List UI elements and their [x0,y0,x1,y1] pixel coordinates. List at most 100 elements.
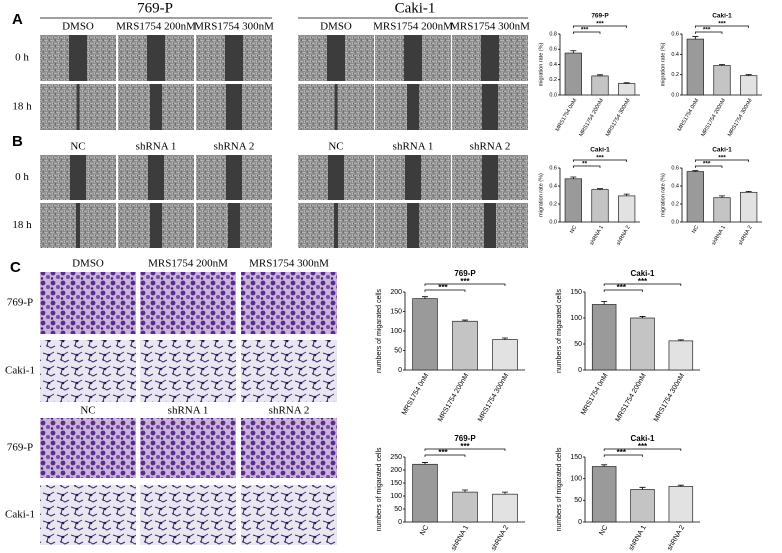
y-tick-label: 0.4 [549,183,557,189]
x-tick-label: shRNA 2 [738,225,754,247]
y-tick-label: 150 [390,480,402,487]
significance-bracket [603,283,682,286]
y-tick-label: 50 [394,506,402,513]
y-tick-label: 0.8 [549,31,557,37]
y-tick-label: 150 [390,308,402,315]
chart-title: Caki-1 [712,147,732,154]
bar [564,178,582,223]
x-tick-label: MRS1754 0nM [677,97,701,132]
wound-gap [407,203,419,248]
x-tick-label: shRNA 1 [711,225,727,247]
transwell-image [241,485,337,545]
y-tick-label: 0.6 [549,47,557,53]
wound-gap [228,203,240,248]
x-tick-label: MRS1754 300nM [653,372,686,423]
transwell-image [140,272,236,334]
wound-gap [70,155,86,200]
wound-gap [150,203,162,248]
y-tick-label: 0.0 [671,219,679,225]
bar [591,75,609,96]
transwell-image [40,418,136,478]
wound-gap [407,84,419,130]
y-axis-label: numbers of migarated cells [376,288,383,373]
error-bar [623,193,630,196]
y-tick-label: 100 [390,328,402,335]
significance-label: *** [718,155,726,162]
bar [591,304,617,371]
row-label: 769-P [7,297,33,309]
significance-bracket [603,454,643,457]
column-label: shRNA 2 [470,141,511,153]
wound-gap [327,35,345,81]
wound-gap [69,35,87,81]
error-bar [570,50,577,54]
panel-label: A [12,11,23,28]
row-label: Caki-1 [5,365,35,377]
error-bar [639,316,646,318]
x-tick-label: NC [598,524,609,536]
y-tick-label: 0.2 [549,201,557,207]
transwell-image [241,272,337,334]
x-tick-label: MRS1754 0nM [401,372,430,416]
y-tick-label: 0.2 [549,77,557,83]
bar [452,320,478,371]
bar [591,189,609,223]
y-axis-label: migration rate (%) [538,42,544,86]
error-bar [745,74,752,76]
column-label: NC [70,141,85,153]
x-tick-label: NC [569,225,578,235]
significance-label: *** [617,283,627,292]
row-label: 0 h [15,52,29,64]
wound-gap [76,203,80,248]
y-axis-label: migration rate (%) [660,42,666,86]
chart-title: Caki-1 [590,147,610,154]
wound-gap [148,155,164,200]
column-label: shRNA 2 [214,141,255,153]
chart-title: 769-P [591,13,609,20]
significance-bracket [572,31,601,34]
wound-gap [328,155,344,200]
significance-label: *** [596,21,604,28]
error-bar [502,337,508,340]
bar [713,65,731,96]
transwell-image [40,340,136,402]
y-tick-label: 50 [574,497,582,504]
significance-bracket [572,165,601,168]
chart-title: Caki-1 [630,269,655,278]
chart-title: Caki-1 [630,434,655,443]
y-tick-label: 150 [570,289,582,296]
column-label: MRS1754 200nM [373,21,453,33]
bar [740,75,758,96]
error-bar [692,170,699,172]
y-tick-label: 0.4 [549,62,557,68]
column-label: NC [328,141,343,153]
y-tick-label: 100 [390,493,402,500]
wound-gap [147,35,165,81]
bar [740,191,758,223]
column-label: shRNA 1 [136,141,177,153]
column-label: NC [80,405,95,417]
bar [668,486,694,523]
bar [492,493,518,523]
y-axis-label: numbers of migarated cells [376,447,383,532]
bar [618,83,636,96]
error-bar [719,64,725,66]
x-tick-label: shRNA 2 [616,225,632,247]
wound-gap [226,84,242,130]
x-tick-label: MRS1754 300nM [727,97,754,137]
bar [668,340,694,371]
y-tick-label: 100 [570,315,582,322]
bar [452,491,478,523]
bar [618,195,636,223]
bar [591,466,617,523]
wound-gap [405,155,421,200]
significance-bracket [572,25,628,28]
row-label: 0 h [15,171,29,183]
wound-gap [150,84,162,130]
error-bar [462,319,468,322]
y-tick-label: 0.4 [671,52,679,58]
error-bar [502,491,508,495]
significance-bracket [694,159,750,162]
wound-gap [76,84,80,130]
wound-gap [482,84,498,130]
